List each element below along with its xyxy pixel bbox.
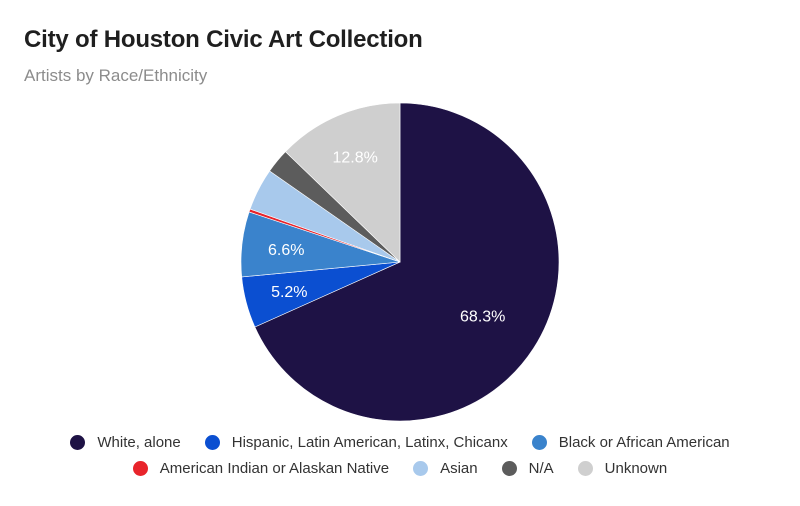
pie-slice-unknown[interactable]	[285, 102, 401, 263]
legend-swatch-na	[501, 461, 517, 476]
legend-label: American Indian or Alaskan Native	[159, 460, 390, 477]
legend-item-hispanic[interactable]: Hispanic, Latin American, Latinx, Chican…	[204, 434, 508, 451]
pie-chart: 68.3% 5.2% 6.6% 12.8%	[240, 102, 560, 422]
legend-swatch-white	[70, 435, 86, 450]
legend-item-black[interactable]: Black or African American	[531, 434, 730, 451]
legend-label: Black or African American	[558, 434, 730, 451]
chart-subtitle: Artists by Race/Ethnicity	[24, 66, 208, 85]
legend-item-american-indian[interactable]: American Indian or Alaskan Native	[132, 460, 390, 477]
legend-label: Asian	[440, 460, 478, 477]
legend-item-white[interactable]: White, alone	[70, 434, 181, 451]
pie-data-label: 6.6%	[268, 242, 304, 259]
legend-item-na[interactable]: N/A	[501, 460, 554, 477]
legend-swatch-black	[531, 435, 547, 450]
legend-swatch-american-indian	[132, 461, 148, 476]
pie-data-label: 68.3%	[460, 309, 505, 326]
legend-item-unknown[interactable]: Unknown	[577, 460, 668, 477]
legend-label: Hispanic, Latin American, Latinx, Chican…	[231, 434, 508, 451]
pie-data-label: 12.8%	[333, 150, 378, 167]
legend-row-1: White, alone Hispanic, Latin American, L…	[0, 434, 800, 451]
legend-label: Unknown	[604, 460, 668, 477]
pie-slice-white-alone[interactable]	[254, 102, 560, 422]
legend-item-asian[interactable]: Asian	[413, 460, 478, 477]
pie-data-label: 5.2%	[271, 284, 307, 301]
legend-swatch-asian	[413, 461, 429, 476]
chart-title: City of Houston Civic Art Collection	[24, 26, 423, 53]
legend-swatch-unknown	[577, 461, 593, 476]
legend-label: N/A	[528, 460, 554, 477]
legend-row-2: American Indian or Alaskan Native Asian …	[0, 460, 800, 477]
legend-label: White, alone	[97, 434, 181, 451]
legend-swatch-hispanic	[204, 435, 220, 450]
